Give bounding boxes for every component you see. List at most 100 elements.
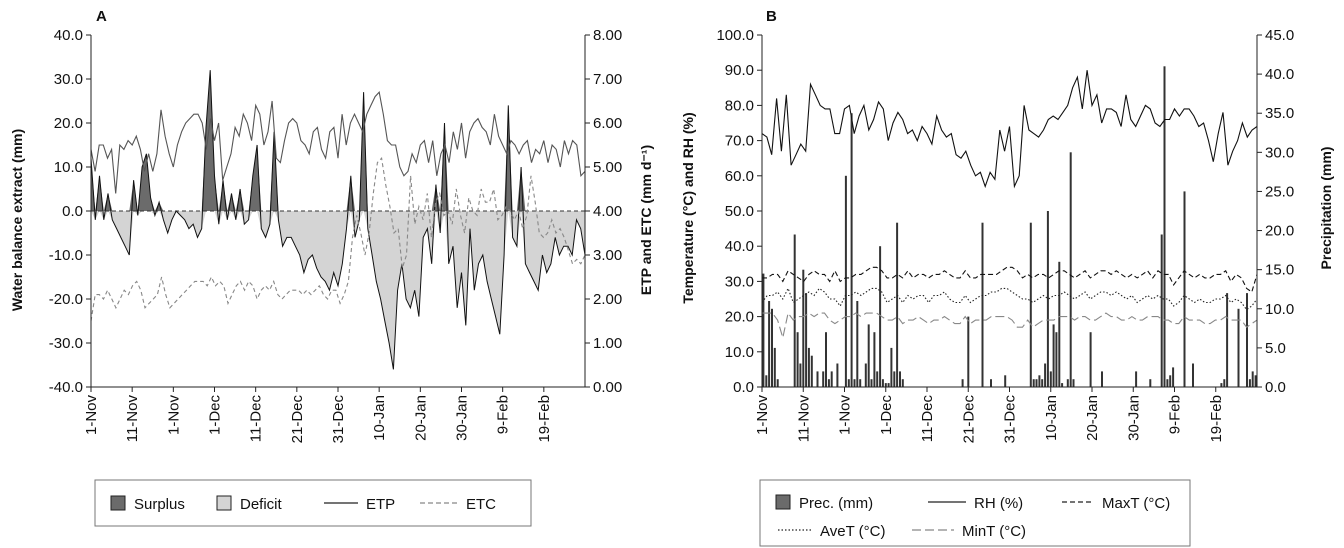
precip-bar (1035, 379, 1038, 387)
precip-bar (1072, 379, 1075, 387)
precip-bar (1038, 375, 1041, 387)
panel-a-right-tick-label: 3.00 (593, 247, 622, 264)
water-balance-line (90, 70, 586, 370)
panel-b-x-tick-label: 20-Jan (1084, 395, 1101, 441)
panel-b-x-tick-label: 31-Dec (1002, 395, 1019, 444)
precip-bar (1004, 375, 1007, 387)
legend-surplus-label: Surplus (134, 496, 185, 513)
precip-bar (836, 363, 839, 387)
panel-b-right-tick-label: 0.0 (1265, 379, 1286, 396)
panel-b-left-tick-label: 20.0 (725, 309, 754, 326)
precip-bar (887, 383, 890, 387)
precip-bar (1052, 324, 1055, 387)
panel-b-left-tick-label: 100.0 (716, 27, 754, 44)
panel-b-legend: Prec. (mm) RH (%) MaxT (°C) AveT (°C) Mi… (759, 479, 1191, 547)
panel-a-right-tick-label: 2.00 (593, 291, 622, 308)
panel-b-right-tick-label: 30.0 (1265, 144, 1294, 161)
precip-bar (805, 293, 808, 387)
precip-bar (1223, 379, 1226, 387)
rh-line (761, 70, 1258, 189)
panel-a-x-tick-label: 19-Feb (536, 395, 553, 443)
panel-a-x-tick-label: 30-Jan (454, 395, 471, 441)
precip-bar (825, 332, 827, 387)
panel-a-x-tick-label: 11-Dec (248, 395, 265, 443)
precip-bar (1248, 379, 1251, 387)
panel-b-x-tick-label: 9-Feb (1167, 395, 1184, 434)
precip-bar (884, 383, 887, 387)
precip-bar (961, 379, 964, 387)
panel-a-left-tick-label: 10.0 (54, 159, 83, 176)
precip-bar (853, 379, 856, 387)
panel-b-x-tick-label: 11-Nov (795, 395, 812, 443)
precip-bar (796, 332, 799, 387)
precip-bar (765, 375, 768, 387)
precip-bar (890, 347, 893, 387)
panel-a-left-tick-label: 30.0 (54, 71, 83, 88)
panel-a-right-tick-label: 4.00 (593, 203, 622, 220)
precip-bar (771, 308, 773, 387)
legend-surplus-swatch (110, 495, 126, 511)
panel-b-left-tick-label: 0.0 (733, 379, 754, 396)
precip-bar (1046, 211, 1049, 387)
precip-bar (1101, 371, 1103, 387)
precip-bar (1044, 363, 1047, 387)
precip-bar (1055, 332, 1058, 387)
precip-bar (870, 379, 873, 387)
precip-bar (1172, 367, 1175, 387)
precip-bar (827, 379, 830, 387)
precip-bar (768, 301, 771, 387)
panel-b-right-tick-label: 25.0 (1265, 183, 1294, 200)
panel-b-left-tick-label: 50.0 (725, 203, 754, 220)
precip-bar (1069, 152, 1072, 387)
precip-bar (807, 347, 810, 387)
precip-bar (1029, 222, 1032, 387)
precip-bar (1089, 332, 1092, 387)
panel-a-left-tick-label: 40.0 (54, 27, 83, 44)
panel-b-x-tick-label: 21-Dec (960, 395, 977, 444)
precip-bar (1183, 191, 1186, 387)
precip-bar (773, 347, 776, 387)
panel-b-x-tick-label: 1-Nov (837, 395, 854, 436)
precip-bar (810, 355, 813, 387)
panel-b-right-tick-label: 40.0 (1265, 66, 1294, 83)
precip-bar (1220, 383, 1223, 387)
precip-bar (830, 371, 833, 387)
legend-avet-label: AveT (°C) (820, 523, 885, 540)
precip-bar (850, 113, 853, 387)
panel-a-x-tick-label: 1-Nov (83, 395, 100, 436)
panel-a-right-tick-label: 5.00 (593, 159, 622, 176)
precip-bar (1058, 261, 1061, 387)
legend-rh-label: RH (%) (974, 495, 1023, 512)
precip-bar (879, 246, 882, 387)
precip-bar (776, 379, 779, 387)
panel-b-right-tick-label: 15.0 (1265, 262, 1294, 279)
precip-bar (893, 371, 896, 387)
precip-bar (1061, 383, 1064, 387)
precip-bar (873, 332, 876, 387)
panel-a-left-tick-label: -20.0 (49, 291, 83, 308)
precip-bar (901, 379, 904, 387)
legend-box (759, 479, 1191, 547)
panel-a-right-tick-label: 6.00 (593, 115, 622, 132)
panel-a-x-tick-label: 9-Feb (495, 395, 512, 434)
precip-bar (1166, 379, 1169, 387)
precip-bar (1066, 379, 1069, 387)
panel-b-left-tick-label: 80.0 (725, 97, 754, 114)
panel-a-x-tick-label: 11-Nov (124, 395, 141, 443)
panel-b-left-tick-label: 60.0 (725, 168, 754, 185)
panel-b-left-tick-label: 70.0 (725, 133, 754, 150)
avet-line (761, 287, 1258, 311)
precip-bar (844, 175, 847, 387)
panel-b-label: B (766, 8, 777, 25)
legend-etp-label: ETP (366, 496, 395, 513)
precip-bar (1251, 371, 1254, 387)
legend-deficit-swatch (216, 495, 232, 511)
etp-line (90, 91, 586, 194)
precip-bar (981, 222, 984, 387)
legend-etc-label: ETC (466, 496, 496, 513)
precip-bar (881, 379, 884, 387)
precip-bar (1246, 293, 1248, 387)
precip-bar (1163, 66, 1166, 388)
precip-bar (1192, 363, 1194, 387)
legend-box (94, 479, 532, 527)
